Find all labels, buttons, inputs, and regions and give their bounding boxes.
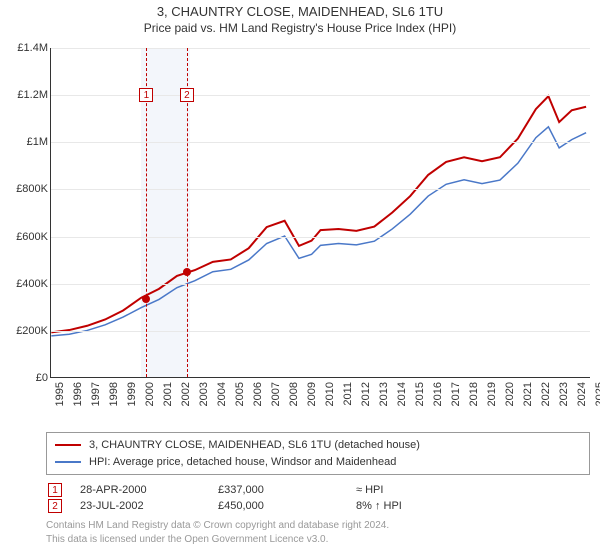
x-axis-label: 2001 — [162, 382, 174, 406]
event-price: £337,000 — [218, 484, 338, 496]
x-axis-label: 2002 — [180, 382, 192, 406]
legend-label: 3, CHAUNTRY CLOSE, MAIDENHEAD, SL6 1TU (… — [89, 437, 420, 454]
x-axis-label: 2014 — [396, 382, 408, 406]
legend-item-hpi: HPI: Average price, detached house, Wind… — [55, 454, 581, 471]
x-axis-label: 1996 — [72, 382, 84, 406]
event-row: 2 23-JUL-2002 £450,000 8% ↑ HPI — [48, 499, 590, 513]
x-axis-label: 1998 — [108, 382, 120, 406]
price-marker — [183, 268, 191, 276]
event-note: 8% ↑ HPI — [356, 500, 402, 512]
event-row: 1 28-APR-2000 £337,000 ≈ HPI — [48, 483, 590, 497]
license-text: Contains HM Land Registry data © Crown c… — [46, 519, 590, 546]
x-axis-label: 2018 — [468, 382, 480, 406]
license-line: This data is licensed under the Open Gov… — [46, 533, 590, 547]
legend-swatch — [55, 444, 81, 446]
x-axis-label: 2003 — [198, 382, 210, 406]
chart-plot-area: 12 — [50, 48, 590, 378]
event-price: £450,000 — [218, 500, 338, 512]
y-axis-label: £0 — [4, 372, 48, 384]
x-axis-label: 2009 — [306, 382, 318, 406]
x-axis-label: 2008 — [288, 382, 300, 406]
x-axis-label: 2011 — [342, 382, 354, 406]
x-axis-label: 2024 — [576, 382, 588, 406]
chart-subtitle: Price paid vs. HM Land Registry's House … — [0, 21, 600, 35]
x-axis-label: 2004 — [216, 382, 228, 406]
x-axis-label: 2000 — [144, 382, 156, 406]
x-axis-label: 1997 — [90, 382, 102, 406]
x-axis-label: 2010 — [324, 382, 336, 406]
callout-box: 2 — [180, 88, 194, 102]
event-num: 2 — [48, 499, 62, 513]
chart-title: 3, CHAUNTRY CLOSE, MAIDENHEAD, SL6 1TU — [0, 4, 600, 19]
x-axis-label: 2020 — [504, 382, 516, 406]
legend-label: HPI: Average price, detached house, Wind… — [89, 454, 396, 471]
x-axis-label: 2023 — [558, 382, 570, 406]
y-axis-label: £1.2M — [4, 89, 48, 101]
x-axis-label: 1995 — [54, 382, 66, 406]
series-property — [51, 96, 586, 332]
y-axis-label: £1M — [4, 136, 48, 148]
x-axis-label: 2015 — [414, 382, 426, 406]
y-axis-label: £1.4M — [4, 42, 48, 54]
event-note: ≈ HPI — [356, 484, 383, 496]
x-axis-label: 2019 — [486, 382, 498, 406]
legend: 3, CHAUNTRY CLOSE, MAIDENHEAD, SL6 1TU (… — [46, 432, 590, 475]
x-axis-label: 2005 — [234, 382, 246, 406]
y-axis-label: £400K — [4, 278, 48, 290]
x-axis-label: 2007 — [270, 382, 282, 406]
chart-title-block: 3, CHAUNTRY CLOSE, MAIDENHEAD, SL6 1TU P… — [0, 0, 600, 37]
x-axis-label: 2022 — [540, 382, 552, 406]
legend-item-property: 3, CHAUNTRY CLOSE, MAIDENHEAD, SL6 1TU (… — [55, 437, 581, 454]
y-axis-label: £200K — [4, 325, 48, 337]
callout-box: 1 — [139, 88, 153, 102]
price-marker — [142, 295, 150, 303]
chart-svg — [51, 48, 590, 377]
chart-footer: 3, CHAUNTRY CLOSE, MAIDENHEAD, SL6 1TU (… — [46, 432, 590, 546]
legend-swatch — [55, 461, 81, 463]
x-axis-label: 2006 — [252, 382, 264, 406]
x-axis-label: 2016 — [432, 382, 444, 406]
x-axis-label: 2012 — [360, 382, 372, 406]
y-axis-label: £600K — [4, 231, 48, 243]
event-date: 28-APR-2000 — [80, 484, 200, 496]
license-line: Contains HM Land Registry data © Crown c… — [46, 519, 590, 533]
x-axis-label: 1999 — [126, 382, 138, 406]
x-axis-label: 2013 — [378, 382, 390, 406]
event-date: 23-JUL-2002 — [80, 500, 200, 512]
x-axis-label: 2025 — [594, 382, 600, 406]
x-axis-label: 2017 — [450, 382, 462, 406]
y-axis-label: £800K — [4, 183, 48, 195]
event-num: 1 — [48, 483, 62, 497]
x-axis-label: 2021 — [522, 382, 534, 406]
